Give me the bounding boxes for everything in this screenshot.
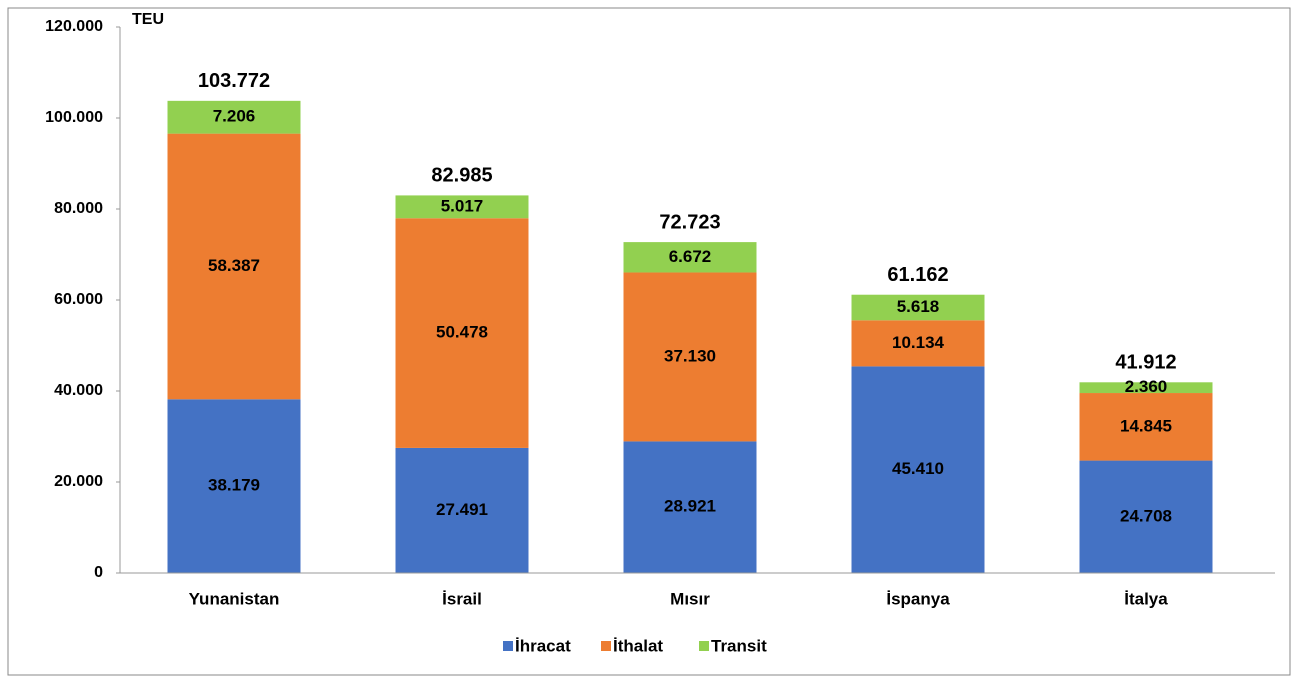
legend-label: Transit (711, 636, 767, 655)
data-label: 7.206 (213, 107, 256, 126)
data-label: 5.618 (897, 297, 940, 316)
bar-segment (623, 242, 757, 273)
y-tick-label: 40.000 (54, 382, 103, 399)
data-label: 50.478 (436, 323, 488, 342)
data-label: 6.672 (669, 247, 712, 266)
x-tick-label: İsrail (442, 589, 482, 608)
bar-segment (395, 195, 529, 219)
bar-segment (395, 447, 529, 573)
total-label: 41.912 (1115, 352, 1176, 374)
data-label: 58.387 (208, 256, 260, 275)
x-tick-label: Mısır (670, 589, 710, 608)
data-label: 5.017 (441, 196, 484, 215)
data-label: 2.360 (1125, 377, 1168, 396)
y-tick-label: 0 (94, 564, 103, 581)
y-tick-label: 80.000 (54, 200, 103, 217)
y-tick-label: 100.000 (45, 109, 103, 126)
legend-label: İthalat (613, 636, 663, 655)
bar-segment (623, 441, 757, 573)
x-tick-label: İtalya (1124, 589, 1168, 608)
legend-swatch (503, 641, 513, 651)
legend-swatch (601, 641, 611, 651)
y-tick-label: 120.000 (45, 18, 103, 35)
x-tick-label: İspanya (886, 589, 950, 608)
legend-label: İhracat (515, 636, 571, 655)
data-label: 27.491 (436, 500, 488, 519)
total-label: 72.723 (659, 211, 720, 233)
y-axis-label: TEU (132, 11, 164, 28)
data-label: 24.708 (1120, 506, 1172, 525)
bar-segment (167, 100, 301, 134)
total-label: 82.985 (431, 165, 492, 187)
data-label: 45.410 (892, 459, 944, 478)
data-label: 28.921 (664, 497, 716, 516)
bar-segment (623, 272, 757, 442)
x-tick-label: Yunanistan (189, 589, 280, 608)
bar-segment (1079, 460, 1213, 573)
y-tick-label: 20.000 (54, 473, 103, 490)
bar-segment (851, 320, 985, 367)
bar-segment (851, 366, 985, 573)
bar-segment (1079, 382, 1213, 394)
bar-segment (395, 218, 529, 448)
bar-segment (167, 133, 301, 400)
y-tick-label: 60.000 (54, 291, 103, 308)
bar-segment (851, 294, 985, 321)
data-label: 37.130 (664, 346, 716, 365)
data-label: 10.134 (892, 333, 945, 352)
bar-segment (1079, 393, 1213, 461)
total-label: 61.162 (887, 264, 948, 286)
data-label: 14.845 (1120, 416, 1172, 435)
bar-segment (167, 399, 301, 573)
data-label: 38.179 (208, 476, 260, 495)
total-label: 103.772 (198, 70, 270, 92)
legend-swatch (699, 641, 709, 651)
